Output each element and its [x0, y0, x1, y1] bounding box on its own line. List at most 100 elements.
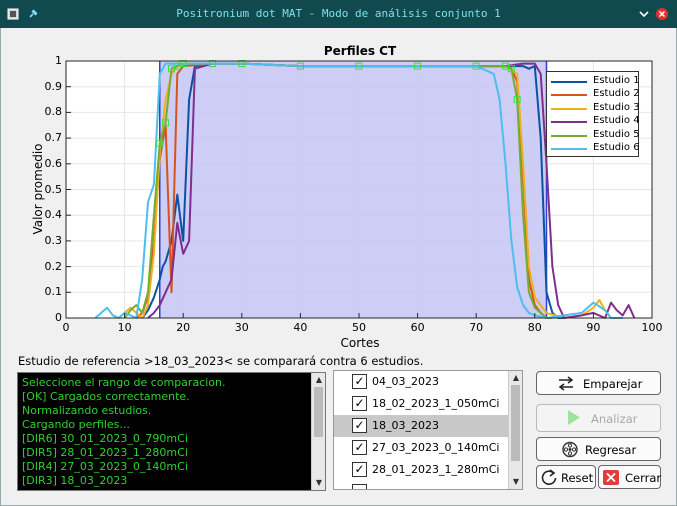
reset-button[interactable]: Reset	[536, 465, 596, 489]
log-line: [OK] Cargados correctamente.	[22, 390, 190, 403]
legend-item: Estudio 3	[551, 101, 640, 115]
x-tick-label: 10	[117, 321, 132, 334]
x-tick-label: 40	[293, 321, 308, 334]
y-tick-label: 0.2	[44, 259, 63, 273]
x-tick-label: 50	[352, 321, 366, 334]
swap-arrows-icon	[558, 376, 574, 391]
legend-item: Estudio 4	[551, 115, 640, 128]
log-line: Seleccione el rango de comparacion.	[22, 376, 226, 389]
list-item[interactable]: ✓ 18_02_2023_1_050mCi	[334, 393, 510, 415]
reset-icon	[541, 469, 557, 485]
regresar-label: Regresar	[585, 443, 637, 457]
emparejar-button[interactable]: Emparejar	[536, 371, 661, 395]
regresar-button[interactable]: Regresar	[536, 437, 661, 461]
legend-label: Estudio 1	[593, 75, 640, 86]
pin-icon[interactable]	[27, 8, 39, 20]
cerrar-label: Cerrar	[625, 471, 662, 485]
legend-swatch	[551, 134, 587, 137]
scroll-up-icon[interactable]: ▲	[315, 375, 323, 384]
y-axis-label: Valor promedio	[31, 143, 45, 235]
log-scrollbar[interactable]: ▲ ▼	[311, 373, 325, 490]
study-label: 18_03_2023	[372, 419, 439, 432]
y-tick-label: 0.7	[44, 131, 63, 145]
close-window-icon[interactable]	[656, 8, 668, 20]
minimize-icon[interactable]	[638, 8, 650, 20]
study-checkbox[interactable]: ✓	[352, 374, 367, 389]
series-marker	[472, 62, 480, 70]
x-tick-label: 60	[410, 321, 425, 334]
y-tick-label: 0.9	[44, 79, 63, 93]
log-line: [DIR3] 18_03_2023	[22, 474, 128, 487]
studies-scrollbar[interactable]: ▲ ▼	[508, 371, 522, 489]
chart-title: Perfiles CT	[323, 44, 397, 58]
list-item[interactable]: ✓ 04_03_2023	[334, 371, 510, 393]
study-checkbox[interactable]	[352, 484, 367, 489]
emparejar-label: Emparejar	[583, 377, 643, 391]
x-axis-label: Cortes	[340, 336, 380, 350]
series-marker	[156, 139, 164, 147]
legend-swatch	[551, 121, 587, 123]
study-label: 04_03_2023	[372, 375, 439, 388]
reset-label: Reset	[561, 471, 594, 485]
list-item-selected[interactable]: ✓ 18_03_2023	[334, 415, 510, 437]
legend-label: Estudio 5	[593, 128, 640, 140]
scroll-down-icon[interactable]: ▼	[512, 477, 520, 486]
studies-list[interactable]: ✓ 04_03_2023 ✓ 18_02_2023_1_050mCi ✓ 18_…	[333, 370, 523, 490]
y-tick-label: 0.1	[44, 285, 63, 299]
scroll-thumb[interactable]	[511, 385, 520, 461]
study-checkbox[interactable]: ✓	[352, 418, 367, 433]
reference-status: Estudio de referencia >18_03_2023< se co…	[18, 354, 424, 368]
log-line: Normalizando estudios.	[22, 404, 152, 417]
series-marker	[513, 96, 521, 104]
list-item[interactable]	[334, 481, 510, 489]
legend-swatch	[551, 94, 587, 96]
study-checkbox[interactable]: ✓	[352, 396, 367, 411]
log-line: Cargando perfiles...	[22, 418, 130, 431]
legend-label: Estudio 6	[593, 142, 640, 153]
profiles-chart[interactable]	[0, 0, 677, 350]
log-console[interactable]: Seleccione el rango de comparacion. [OK]…	[17, 372, 326, 491]
scroll-thumb[interactable]	[314, 387, 323, 437]
study-checkbox[interactable]: ✓	[352, 440, 367, 455]
study-label: 18_02_2023_1_050mCi	[372, 397, 500, 410]
series-marker	[296, 62, 304, 70]
analizar-button[interactable]: Analizar	[536, 404, 661, 432]
study-checkbox[interactable]: ✓	[352, 462, 367, 477]
reel-icon	[562, 441, 578, 458]
x-tick-label: 30	[234, 321, 249, 334]
x-tick-label: 100	[641, 321, 663, 334]
series-marker	[414, 62, 422, 70]
legend-item: Estudio 6	[551, 142, 640, 155]
selection-region	[159, 61, 547, 318]
series-marker	[162, 119, 170, 127]
log-line: [DIR6] 30_01_2023_0_790mCi	[22, 432, 188, 445]
chart-legend: Estudio 1 Estudio 2 Estudio 3 Estudio 4 …	[546, 71, 640, 157]
list-item[interactable]: ✓ 28_01_2023_1_280mCi	[334, 459, 510, 481]
scroll-down-icon[interactable]: ▼	[315, 478, 323, 487]
legend-swatch	[551, 81, 587, 83]
x-tick-label: 0	[62, 321, 70, 334]
app-icon	[7, 8, 19, 20]
series-line	[147, 62, 636, 319]
y-tick-label: 1	[55, 54, 62, 67]
legend-item: Estudio 1	[551, 75, 640, 88]
legend-label: Estudio 4	[593, 115, 640, 126]
legend-label: Estudio 3	[593, 101, 640, 113]
log-line: [DIR4] 27_03_2023_0_140mCi	[22, 460, 188, 473]
analizar-label: Analizar	[591, 412, 638, 426]
list-item[interactable]: ✓ 27_03_2023_0_140mCi	[334, 437, 510, 459]
cerrar-button[interactable]: Cerrar	[598, 465, 661, 489]
legend-swatch	[551, 148, 587, 150]
scroll-up-icon[interactable]: ▲	[512, 373, 520, 382]
study-label: 28_01_2023_1_280mCi	[372, 463, 500, 476]
y-tick-label: 0.4	[44, 208, 63, 222]
series-marker	[507, 65, 515, 73]
x-tick-label: 90	[586, 321, 601, 334]
x-tick-label: 80	[527, 321, 542, 334]
legend-item: Estudio 5	[551, 128, 640, 142]
title-bar: Positronium dot MAT - Modo de análisis c…	[0, 0, 677, 28]
y-tick-label: 0.6	[44, 156, 63, 170]
y-tick-label: 0.5	[44, 182, 63, 196]
y-tick-label: 0.3	[44, 233, 63, 247]
legend-label: Estudio 2	[593, 88, 640, 99]
